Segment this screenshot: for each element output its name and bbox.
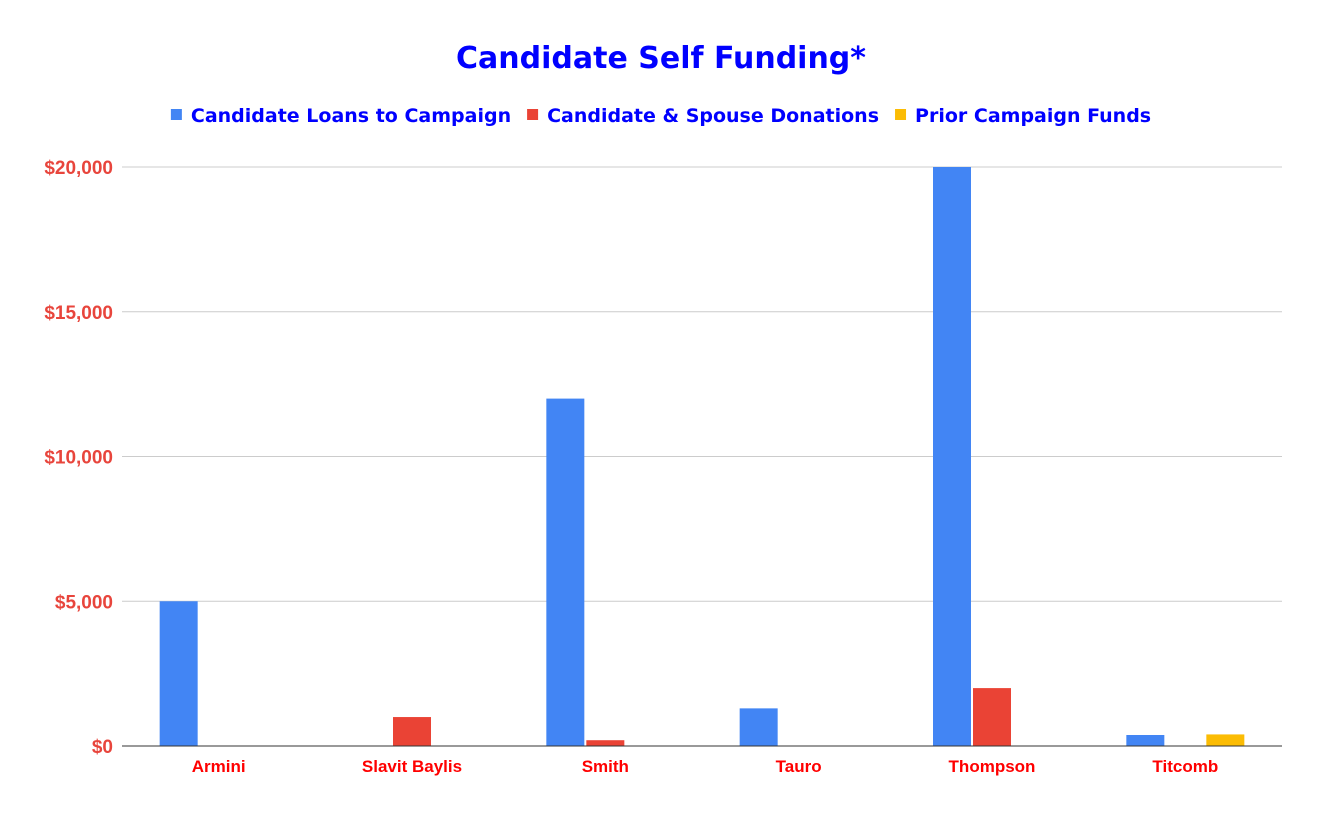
bar-tauro-candidate-loans-to-campaign [739, 708, 778, 746]
x-tick-label-thompson: Thompson [949, 757, 1036, 776]
y-axis-ticks: $0 $5,000 $10,000 $15,000 $20,000 [44, 158, 113, 758]
chart-title: Candidate Self Funding* [456, 41, 866, 76]
y-tick-label: $5,000 [55, 592, 113, 613]
y-tick-label: $0 [92, 737, 113, 758]
bar-thompson-candidate-spouse-donations [973, 688, 1011, 746]
bar-smith-candidate-spouse-donations [586, 740, 625, 746]
bar-smith-candidate-loans-to-campaign [546, 398, 585, 746]
legend-swatch [170, 109, 182, 120]
legend-item-candidate-spouse-donations: Candidate & Spouse Donations [527, 105, 879, 127]
legend-label: Candidate & Spouse Donations [547, 105, 879, 127]
bar-titcomb-candidate-loans-to-campaign [1126, 734, 1165, 746]
gridlines [122, 166, 1282, 602]
legend-swatch [527, 109, 539, 120]
y-tick-label: $15,000 [44, 303, 113, 324]
legend-label: Prior Campaign Funds [915, 105, 1151, 127]
x-tick-label-tauro: Tauro [776, 757, 822, 776]
x-tick-label-smith: Smith [582, 757, 629, 776]
bar-armini-candidate-loans-to-campaign [159, 601, 198, 746]
x-axis-ticks: Armini Slavit Baylis Smith Tauro Thompson Tit… [192, 757, 1218, 776]
x-tick-label-titcomb: Titcomb [1152, 757, 1218, 776]
legend-label: Candidate Loans to Campaign [191, 105, 511, 127]
legend-item-candidate-loans-to-campaign: Candidate Loans to Campaign [170, 105, 511, 127]
x-tick-label-armini: Armini [192, 757, 246, 776]
legend: Candidate Loans to Campaign Candidate & S… [170, 105, 1151, 127]
bar-slavit-baylis-candidate-spouse-donations [393, 717, 431, 746]
bar-titcomb-prior-campaign-funds [1206, 734, 1245, 746]
legend-item-prior-campaign-funds: Prior Campaign Funds [895, 105, 1151, 127]
legend-swatch [895, 109, 907, 120]
bar-thompson-candidate-loans-to-campaign [933, 167, 971, 746]
y-tick-label: $10,000 [44, 448, 113, 469]
bars [159, 167, 1245, 746]
x-tick-label-slavit-baylis: Slavit Baylis [362, 757, 462, 776]
y-tick-label: $20,000 [44, 158, 113, 179]
